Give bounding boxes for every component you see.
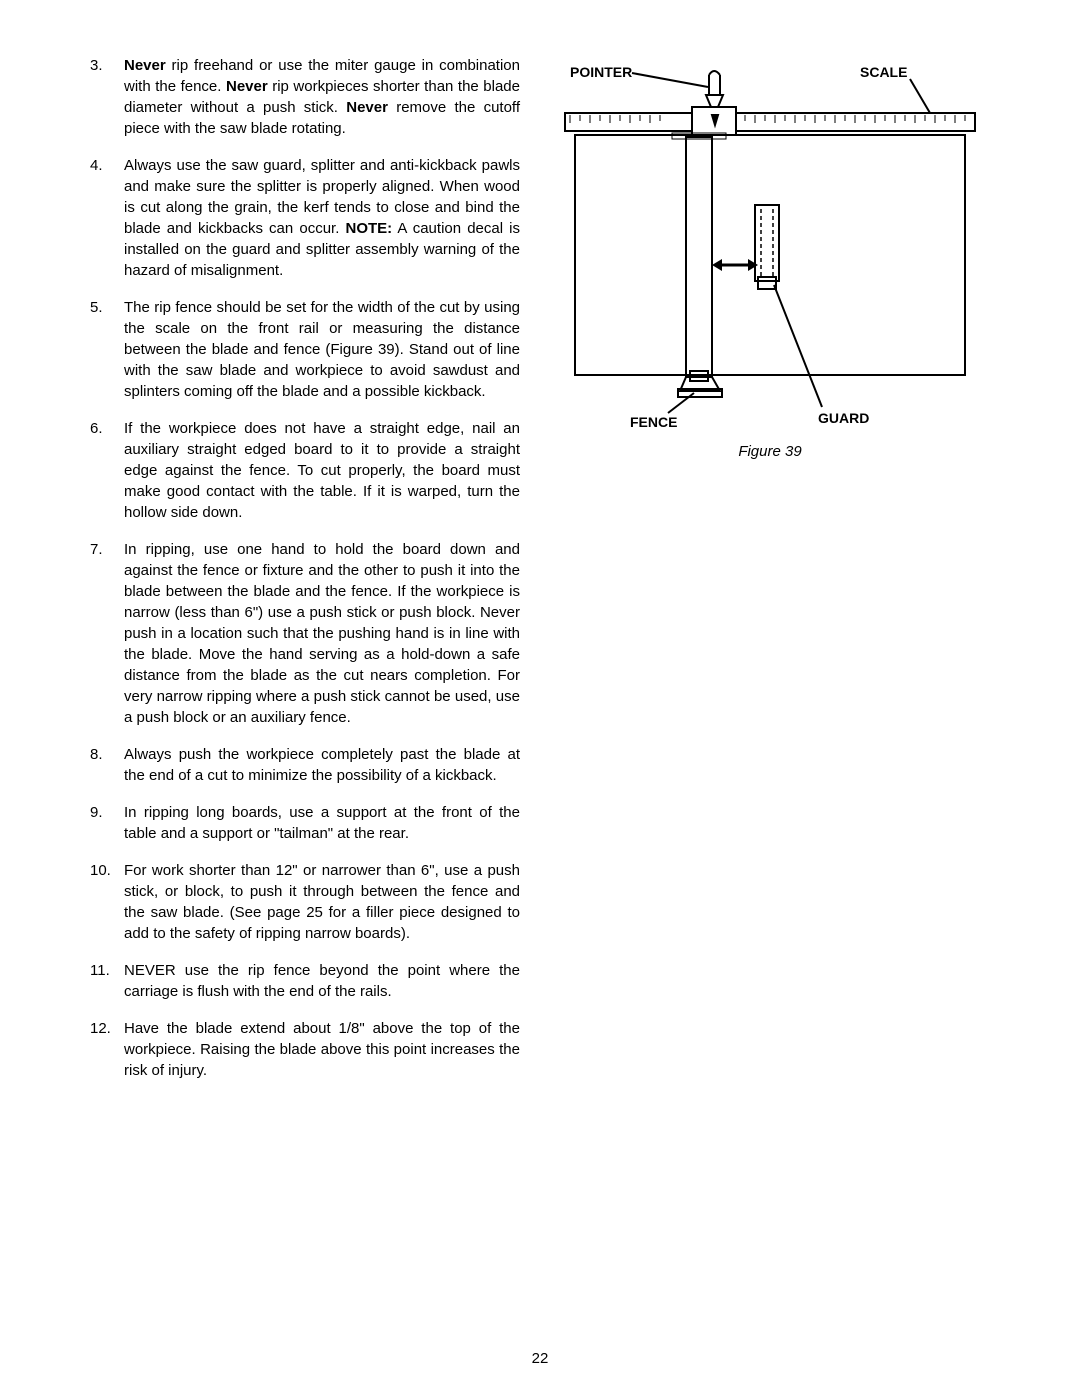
item-number: 8. <box>90 744 124 786</box>
page-number: 22 <box>0 1350 1080 1367</box>
figure-39: POINTER SCALE <box>560 55 980 460</box>
list-item: 6.If the workpiece does not have a strai… <box>90 418 520 523</box>
figure-39-svg: POINTER SCALE <box>560 55 980 435</box>
list-item: 4.Always use the saw guard, splitter and… <box>90 155 520 281</box>
figure-caption: Figure 39 <box>560 443 980 460</box>
right-column: POINTER SCALE <box>560 55 980 1097</box>
item-body: In ripping long boards, use a support at… <box>124 802 520 844</box>
list-item: 7.In ripping, use one hand to hold the b… <box>90 539 520 728</box>
item-number: 7. <box>90 539 124 728</box>
label-guard: GUARD <box>818 410 869 426</box>
left-column: 3.Never rip freehand or use the miter ga… <box>90 55 520 1097</box>
item-body: Always push the workpiece completely pas… <box>124 744 520 786</box>
list-item: 5.The rip fence should be set for the wi… <box>90 297 520 402</box>
item-body: The rip fence should be set for the widt… <box>124 297 520 402</box>
label-fence: FENCE <box>630 414 677 430</box>
item-body: Always use the saw guard, splitter and a… <box>124 155 520 281</box>
item-number: 5. <box>90 297 124 402</box>
list-item: 10.For work shorter than 12" or narrower… <box>90 860 520 944</box>
item-number: 3. <box>90 55 124 139</box>
list-item: 12.Have the blade extend about 1/8" abov… <box>90 1018 520 1081</box>
page: 3.Never rip freehand or use the miter ga… <box>0 0 1080 1397</box>
label-pointer: POINTER <box>570 64 632 80</box>
item-number: 9. <box>90 802 124 844</box>
item-number: 6. <box>90 418 124 523</box>
item-body: In ripping, use one hand to hold the boa… <box>124 539 520 728</box>
item-number: 4. <box>90 155 124 281</box>
item-number: 11. <box>90 960 124 1002</box>
instruction-list: 3.Never rip freehand or use the miter ga… <box>90 55 520 1081</box>
item-body: Never rip freehand or use the miter gaug… <box>124 55 520 139</box>
label-scale: SCALE <box>860 64 907 80</box>
list-item: 8.Always push the workpiece completely p… <box>90 744 520 786</box>
list-item: 11.NEVER use the rip fence beyond the po… <box>90 960 520 1002</box>
item-body: For work shorter than 12" or narrower th… <box>124 860 520 944</box>
list-item: 9.In ripping long boards, use a support … <box>90 802 520 844</box>
item-body: NEVER use the rip fence beyond the point… <box>124 960 520 1002</box>
two-column-layout: 3.Never rip freehand or use the miter ga… <box>90 55 990 1097</box>
list-item: 3.Never rip freehand or use the miter ga… <box>90 55 520 139</box>
item-body: If the workpiece does not have a straigh… <box>124 418 520 523</box>
item-number: 10. <box>90 860 124 944</box>
item-body: Have the blade extend about 1/8" above t… <box>124 1018 520 1081</box>
item-number: 12. <box>90 1018 124 1081</box>
